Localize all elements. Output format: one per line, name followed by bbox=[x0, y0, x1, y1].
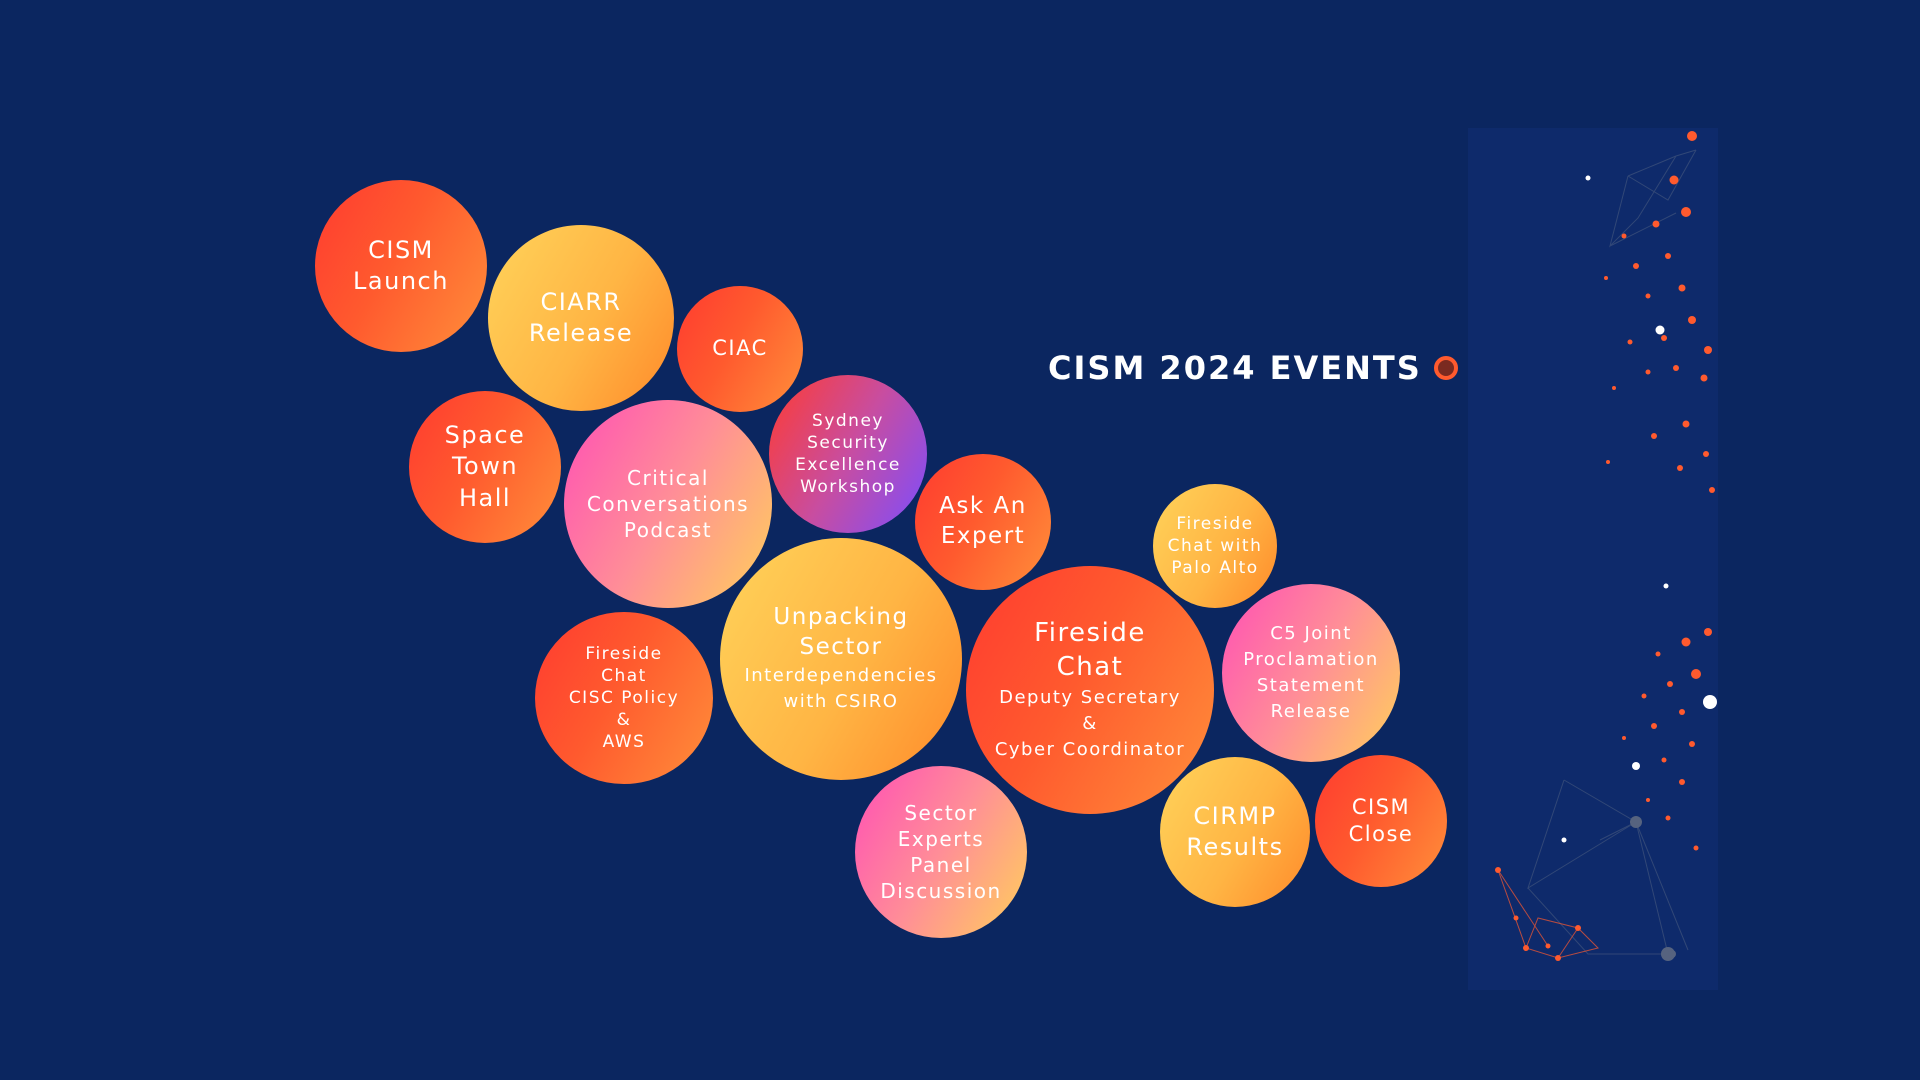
event-cism-close: CISM Close bbox=[1315, 755, 1447, 887]
event-space-town-hall: Space Town Hall bbox=[409, 391, 561, 543]
event-ask-an-expert: Ask An Expert bbox=[915, 454, 1051, 590]
event-cirmp-results: CIRMP Results bbox=[1160, 757, 1310, 907]
event-fireside-palo-alto: Fireside Chat with Palo Alto bbox=[1153, 484, 1277, 608]
target-dot-icon bbox=[1433, 356, 1458, 380]
event-sydney-security-workshop: Sydney Security Excellence Workshop bbox=[769, 375, 927, 533]
event-critical-conversations-podcast: Critical Conversations Podcast bbox=[564, 400, 772, 608]
event-fireside-deputy-secretary: Fireside Chat Deputy Secretary & Cyber C… bbox=[966, 566, 1214, 814]
event-unpacking-sector: Unpacking Sector Interdependencies with … bbox=[720, 538, 962, 780]
event-sector-experts-panel: Sector Experts Panel Discussion bbox=[855, 766, 1027, 938]
decorative-network-panel bbox=[1468, 128, 1718, 990]
event-fireside-cisc-aws: Fireside Chat CISC Policy & AWS bbox=[535, 612, 713, 784]
event-ciarr-release: CIARR Release bbox=[488, 225, 674, 411]
network-pattern-icon bbox=[1495, 131, 1717, 961]
event-cism-launch: CISM Launch bbox=[315, 180, 487, 352]
page-title: CISM 2024 EVENTS bbox=[1048, 348, 1458, 388]
event-c5-joint-proclamation: C5 Joint Proclamation Statement Release bbox=[1222, 584, 1400, 762]
page-title-text: CISM 2024 EVENTS bbox=[1048, 349, 1422, 387]
event-ciac: CIAC bbox=[677, 286, 803, 412]
